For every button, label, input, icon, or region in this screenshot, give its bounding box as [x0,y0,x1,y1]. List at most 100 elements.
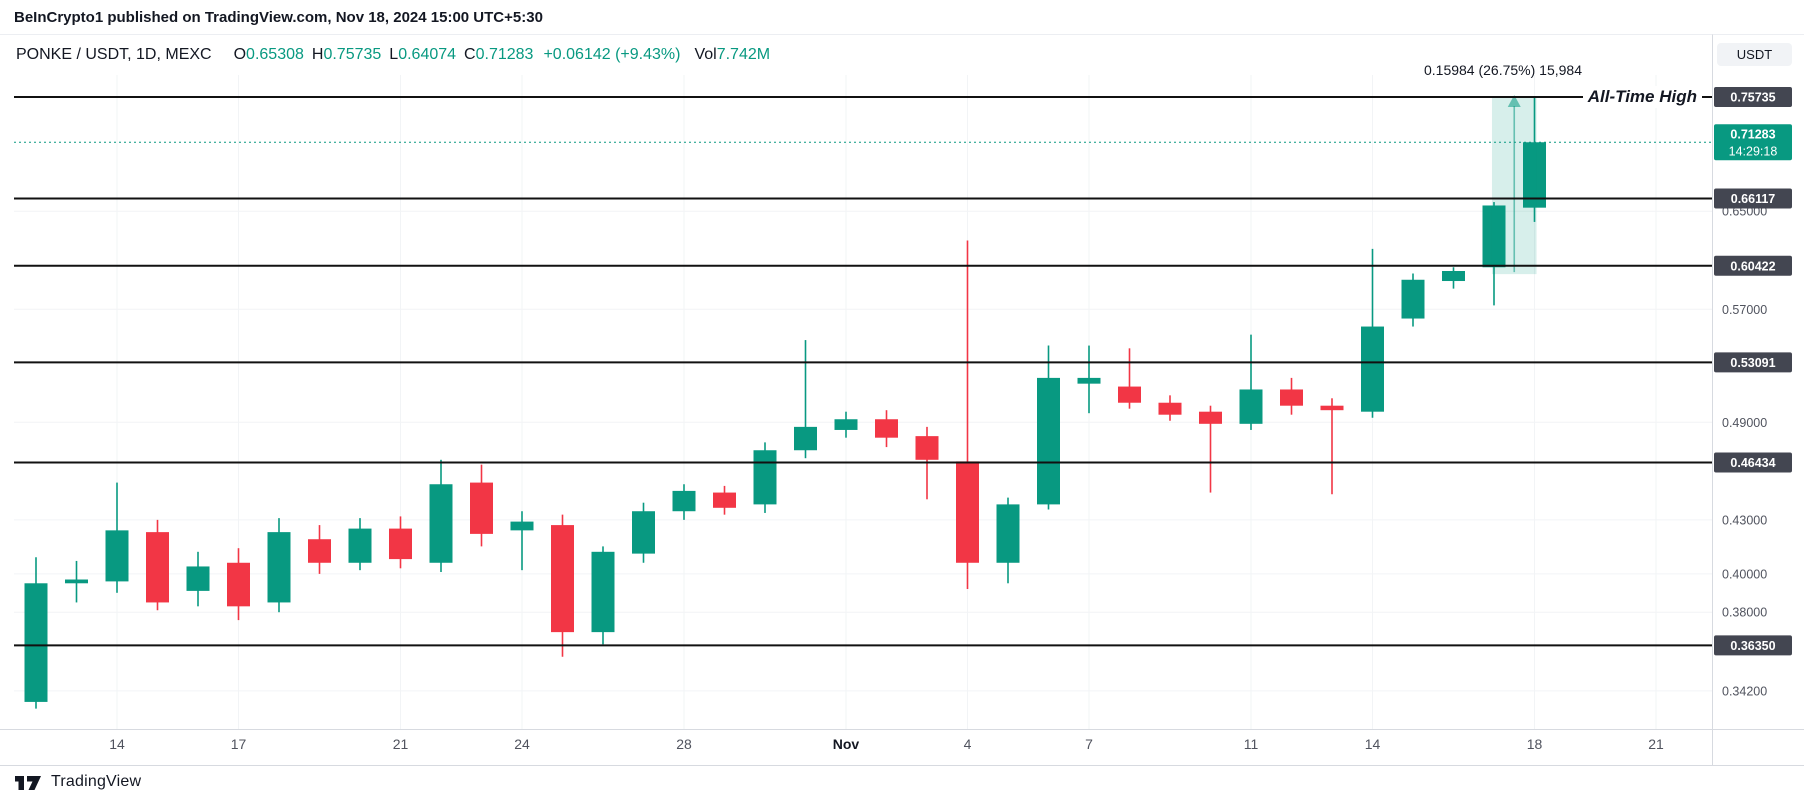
time-axis-label: 21 [393,736,409,752]
candles [24,97,1546,709]
last-price-badge: 0.71283 14:29:18 [1714,124,1792,161]
candle [591,546,615,645]
currency-toggle-button[interactable]: USDT [1717,43,1792,66]
candle [632,502,655,563]
time-axis-label: 11 [1244,736,1259,752]
close-value: 0.71283 [475,46,534,63]
open-label: O [233,46,247,63]
all-time-high-label[interactable]: All-Time High [1582,86,1702,108]
candle [389,516,412,569]
candle [308,525,331,574]
bar-close-countdown: 14:29:18 [1729,144,1778,158]
candle [348,518,372,571]
time-axis-label: 4 [964,736,972,752]
level-lines [14,96,1712,647]
level-price-badge: 0.60422 [1714,255,1792,276]
svg-text:0.66117: 0.66117 [1731,192,1776,206]
symbol-title[interactable]: PONKE / USDT, 1D, MEXC [16,46,212,63]
svg-text:0.60422: 0.60422 [1730,259,1775,273]
time-axis-label: Nov [833,736,860,752]
price-axis-label: 0.49000 [1722,416,1767,430]
candle [510,511,534,571]
candle [429,459,453,573]
candle [470,464,493,547]
candle [834,411,858,438]
time-axis-label: 7 [1085,736,1093,752]
level-price-badge: 0.36350 [1714,635,1792,656]
candle [794,340,817,459]
candle [1320,398,1344,495]
candle [1361,248,1384,418]
candle [1523,97,1546,222]
candle [875,410,898,448]
svg-text:0.75735: 0.75735 [1730,91,1775,105]
price-axis-label: 0.34200 [1722,684,1767,698]
chart-legend: PONKE / USDT, 1D, MEXC O 0.65308 H 0.75735… [16,46,770,64]
level-price-badge: 0.53091 [1714,352,1792,373]
candle [1199,405,1222,493]
close-label: C [464,46,476,63]
price-axis-label: 0.43000 [1722,513,1767,527]
tradingview-logo[interactable]: TradingView [15,772,141,792]
candle [1442,267,1465,289]
time-axis-label: 17 [231,736,247,752]
time-axis-label: 28 [676,736,692,752]
svg-text:0.46434: 0.46434 [1730,456,1775,470]
candle [227,548,250,621]
candle [1037,345,1060,510]
axis-separators [0,34,1804,766]
candle [1482,202,1506,306]
low-value: 0.64074 [398,46,457,63]
price-axis-label: 0.40000 [1722,567,1767,581]
candle [65,560,88,603]
volume-label: Vol [694,46,717,63]
candle [146,519,169,611]
svg-text:0.53091: 0.53091 [1730,356,1775,370]
chart-canvas[interactable] [14,75,1712,729]
candle [672,484,696,520]
candle [267,518,291,613]
price-range-measurement[interactable] [1491,95,1537,275]
time-axis-label: 21 [1648,736,1664,752]
change-value: +0.06142 (+9.43%) [543,46,681,63]
candle [1401,273,1425,327]
candle [24,557,48,709]
volume-value: 7.742M [716,46,771,63]
high-label: H [311,46,324,63]
candle [1239,334,1263,430]
time-axis-label: 24 [514,736,530,752]
candle [753,442,777,513]
high-value: 0.75735 [323,46,382,63]
publish-title-text: BeInCrypto1 published on TradingView.com… [14,9,543,26]
measure-arrow-head-icon [1507,95,1521,108]
candle [105,482,129,593]
low-label: L [389,46,399,63]
open-value: 0.65308 [246,46,304,63]
time-axis-label: 14 [109,736,125,752]
candle [713,485,736,515]
time-axis[interactable]: 14 17 21 24 28 Nov 4 7 11 14 18 21 [0,729,1804,765]
last-price-value: 0.71283 [1730,127,1775,141]
price-axis[interactable]: 0.650000.570000.490000.430000.400000.380… [1712,75,1804,729]
candle [1077,345,1101,414]
measurement-label: 0.15984 (26.75%) 15,984 [1423,62,1582,78]
candle [1280,377,1303,415]
candle [551,514,574,657]
svg-text:0.36350: 0.36350 [1730,639,1775,653]
price-axis-label: 0.38000 [1722,606,1767,620]
candle [1118,348,1141,409]
tradingview-logo-text: TradingView [51,773,142,790]
candle [956,240,979,589]
gridlines [14,75,1712,729]
candle [1158,395,1182,421]
level-price-badge: 0.66117 [1714,188,1792,209]
tradingview-logo-icon [15,776,41,790]
candle [186,551,210,607]
time-axis-label: 18 [1527,736,1543,752]
publish-title-bar: BeInCrypto1 published on TradingView.com… [14,9,543,26]
level-price-badge: 0.46434 [1714,452,1792,473]
candle [996,497,1020,584]
time-axis-label: 14 [1365,736,1381,752]
price-axis-label: 0.57000 [1722,303,1767,317]
